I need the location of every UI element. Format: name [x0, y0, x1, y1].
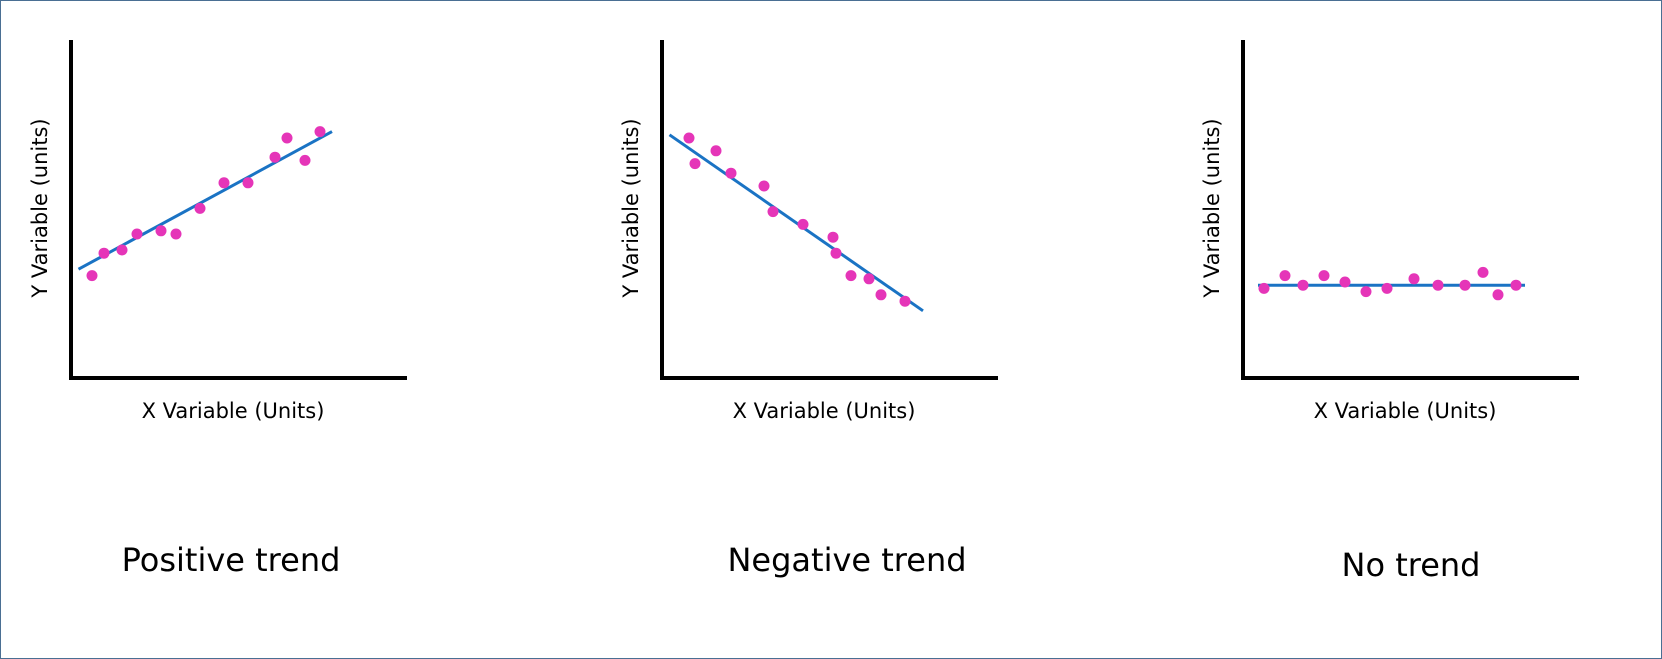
- data-point-negative-trend-2: [689, 158, 701, 170]
- caption-positive-trend: Positive trend: [121, 541, 341, 579]
- data-point-negative-trend-9: [830, 247, 842, 259]
- data-point-positive-trend-9: [242, 177, 254, 189]
- y-axis-label-positive-trend: Y Variable (units): [28, 118, 52, 298]
- data-point-no-trend-12: [1492, 289, 1504, 301]
- data-point-negative-trend-11: [863, 273, 875, 285]
- data-point-positive-trend-13: [314, 126, 326, 138]
- trend-line-positive-trend: [77, 130, 333, 271]
- y-axis-label-no-trend: Y Variable (units): [1200, 118, 1224, 298]
- data-point-negative-trend-1: [683, 132, 695, 144]
- data-point-no-trend-7: [1381, 282, 1393, 294]
- data-point-positive-trend-6: [170, 228, 182, 240]
- caption-no-trend: No trend: [1341, 546, 1481, 584]
- data-point-negative-trend-12: [875, 289, 887, 301]
- data-point-no-trend-1: [1258, 282, 1270, 294]
- data-point-no-trend-11: [1477, 266, 1489, 278]
- data-point-positive-trend-7: [194, 202, 206, 214]
- data-point-no-trend-6: [1360, 286, 1372, 298]
- data-point-negative-trend-7: [797, 218, 809, 230]
- caption-negative-trend: Negative trend: [727, 541, 967, 579]
- data-point-positive-trend-3: [116, 244, 128, 256]
- data-point-positive-trend-8: [218, 177, 230, 189]
- y-axis-label-negative-trend: Y Variable (units): [619, 118, 643, 298]
- x-axis-label-negative-trend: X Variable (Units): [733, 399, 916, 423]
- data-point-positive-trend-1: [86, 270, 98, 282]
- trend-line-negative-trend: [668, 133, 924, 313]
- data-point-no-trend-4: [1318, 270, 1330, 282]
- data-point-positive-trend-10: [269, 151, 281, 163]
- data-point-no-trend-13: [1510, 279, 1522, 291]
- data-point-negative-trend-4: [725, 167, 737, 179]
- data-point-negative-trend-8: [827, 231, 839, 243]
- data-point-positive-trend-12: [299, 154, 311, 166]
- data-point-positive-trend-2: [98, 247, 110, 259]
- data-point-no-trend-8: [1408, 273, 1420, 285]
- data-point-no-trend-10: [1459, 279, 1471, 291]
- data-point-positive-trend-11: [281, 132, 293, 144]
- data-point-no-trend-2: [1279, 270, 1291, 282]
- x-axis-label-positive-trend: X Variable (Units): [142, 399, 325, 423]
- x-axis-label-no-trend: X Variable (Units): [1314, 399, 1497, 423]
- data-point-positive-trend-4: [131, 228, 143, 240]
- data-point-negative-trend-3: [710, 145, 722, 157]
- data-point-no-trend-5: [1339, 276, 1351, 288]
- data-point-negative-trend-13: [899, 295, 911, 307]
- data-point-negative-trend-6: [767, 206, 779, 218]
- data-point-no-trend-3: [1297, 279, 1309, 291]
- data-point-no-trend-9: [1432, 279, 1444, 291]
- data-point-negative-trend-5: [758, 180, 770, 192]
- data-point-positive-trend-5: [155, 225, 167, 237]
- data-point-negative-trend-10: [845, 270, 857, 282]
